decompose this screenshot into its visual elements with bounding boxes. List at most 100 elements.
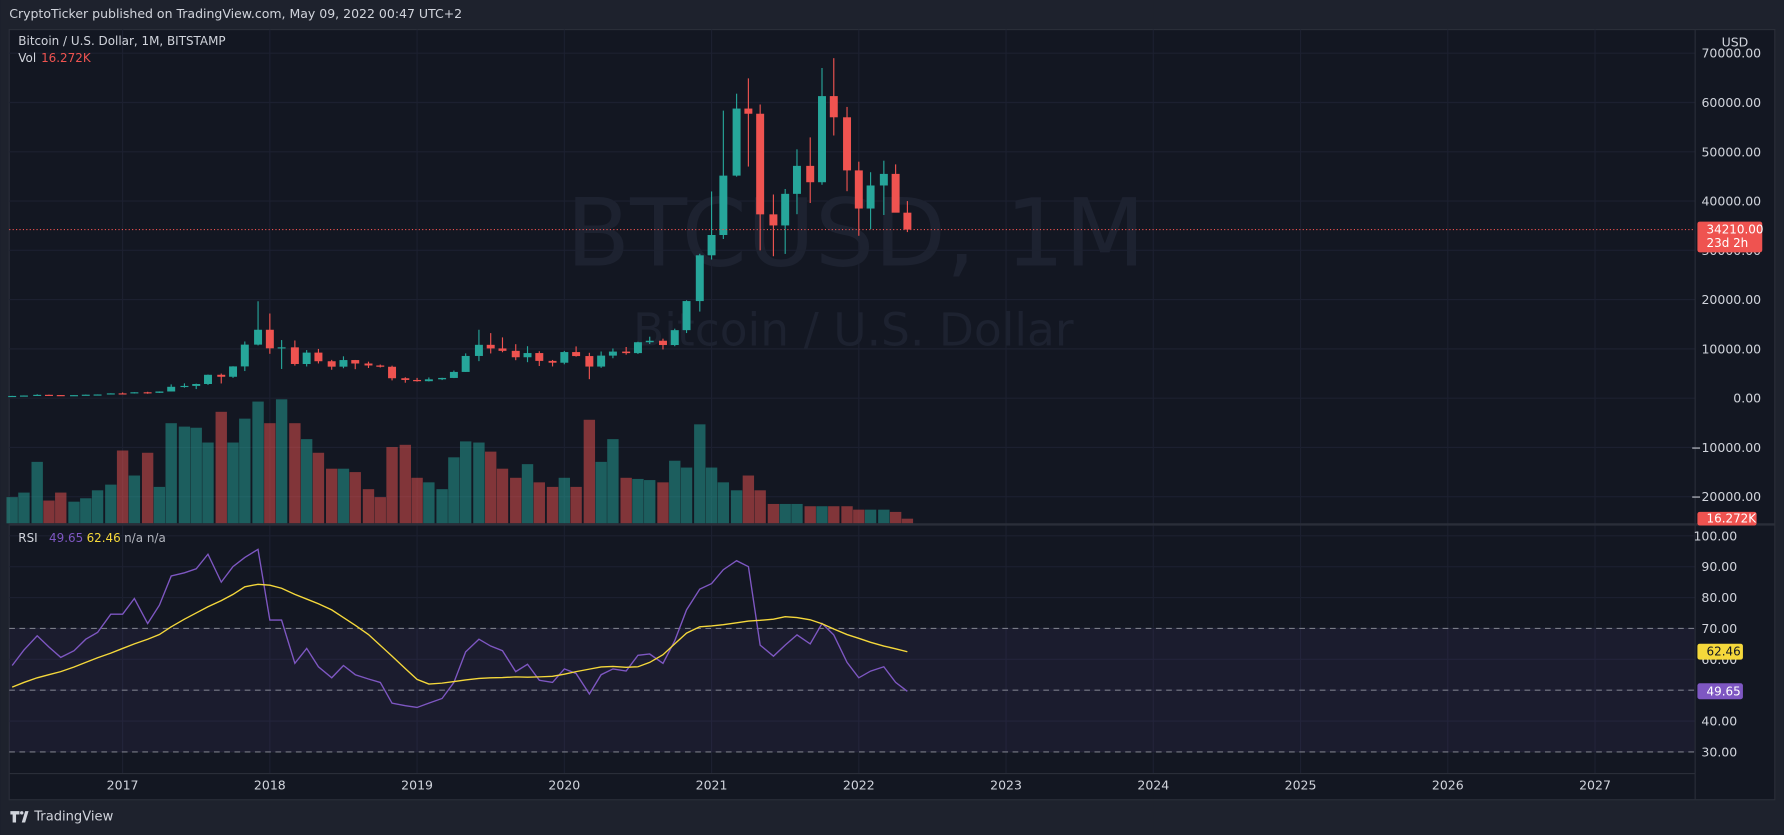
candle-body (277, 347, 286, 349)
candle-body (523, 353, 532, 358)
candle-body (106, 393, 115, 395)
logo-icon (10, 811, 29, 823)
y-tick-label: 40000.00 (1701, 194, 1761, 209)
volume-bar (165, 423, 177, 524)
candle-body (511, 350, 520, 358)
candle-body (744, 108, 753, 114)
volume-bar (878, 509, 890, 524)
volume-bar (300, 439, 313, 524)
volume-bar (374, 497, 386, 524)
watermark-subtitle: Bitcoin / U.S. Dollar (633, 303, 1074, 356)
rsi-tick-label: 40.00 (1701, 714, 1737, 729)
candle-body (633, 342, 642, 354)
y-tick-label: 10000.00 (1701, 341, 1761, 356)
volume-bar (141, 452, 154, 524)
candle-body (535, 353, 544, 361)
candle-body (130, 392, 139, 394)
volume-bar (239, 418, 251, 524)
rsi-value-tag (1697, 643, 1743, 660)
candle-body (302, 352, 311, 364)
candle-body (364, 363, 373, 366)
volume-bar (558, 477, 571, 524)
candle-body (180, 385, 189, 388)
countdown: 23d 2h (1707, 236, 1749, 250)
rsi-tick-label: 80.00 (1701, 590, 1737, 605)
candle-body (449, 371, 458, 378)
candle-body (314, 352, 323, 362)
candle-body (70, 395, 78, 397)
candle-body (608, 351, 617, 356)
logo-text: TradingView (33, 809, 113, 824)
volume-bar (767, 503, 780, 524)
volume-bar (386, 447, 398, 524)
candle-body (866, 185, 875, 209)
rsi-legend-name: RSI (18, 531, 37, 545)
volume-bar (473, 442, 485, 524)
candle-body (695, 255, 704, 302)
candle-body (192, 384, 201, 386)
candle-body (143, 392, 152, 394)
volume-bar (510, 477, 522, 524)
volume-bar (325, 468, 338, 524)
rsi-legend-placeholder: n/a (147, 531, 166, 545)
last-price-label: 34210.00 (1707, 223, 1764, 237)
volume-bar (791, 503, 803, 524)
volume-bar (252, 401, 264, 524)
volume-bar (632, 478, 644, 524)
volume-bar (55, 492, 67, 524)
y-tick-label: 60000.00 (1701, 95, 1761, 110)
volume-bar (889, 511, 902, 524)
y-tick-label: 20000.00 (1701, 292, 1761, 307)
candle-body (93, 394, 102, 396)
volume-bar (533, 482, 545, 524)
volume-bar (337, 468, 350, 524)
candle-body (560, 352, 569, 363)
candle-body (474, 344, 483, 356)
x-tick-label: 2025 (1285, 777, 1317, 792)
x-tick-label: 2019 (401, 777, 433, 792)
volume-bar (80, 498, 92, 524)
candle-body (486, 344, 495, 349)
rsi-legend-placeholder: n/a (124, 531, 143, 545)
candle-body (327, 361, 336, 367)
candle-body (118, 393, 127, 395)
publisher-line: CryptoTicker published on TradingView.co… (9, 6, 462, 21)
rsi-tick-label: 90.00 (1701, 559, 1737, 574)
candle-body (19, 395, 28, 397)
rsi-tick-label: 100.00 (1693, 528, 1737, 543)
candle-body (707, 234, 716, 256)
candle-body (829, 96, 838, 118)
candle-body (44, 394, 53, 396)
volume-bar (423, 482, 435, 524)
candle-body (719, 175, 728, 235)
volume-bar (669, 460, 681, 524)
candle-body (572, 352, 581, 357)
volume-bar (128, 475, 141, 524)
candle-body (254, 329, 263, 345)
volume-bar (644, 480, 656, 524)
labels: USD Bitcoin / U.S. Dollar, 1M, BITSTAMP … (18, 34, 1763, 792)
volume-bar (18, 492, 30, 524)
volume-bar (362, 489, 375, 524)
volume-bar (521, 464, 534, 524)
candle-body (81, 394, 90, 396)
volume-bar (153, 486, 166, 524)
y-tick-label: 50000.00 (1701, 144, 1761, 159)
volume-bar (215, 411, 227, 524)
volume-bar (105, 484, 117, 524)
volume-bar (289, 423, 301, 524)
volume-bar (546, 486, 559, 524)
candle-body (903, 212, 912, 230)
candle-body (217, 374, 226, 377)
candle-body (682, 301, 691, 331)
rsi-line (11, 583, 908, 688)
candle-body (388, 366, 397, 379)
candle-body (204, 374, 212, 385)
candle-body (290, 347, 299, 364)
candle-body (548, 360, 557, 363)
candle-body (818, 96, 826, 183)
volume-bar (570, 486, 582, 524)
candle-body (879, 173, 888, 186)
candle-body (229, 366, 238, 377)
